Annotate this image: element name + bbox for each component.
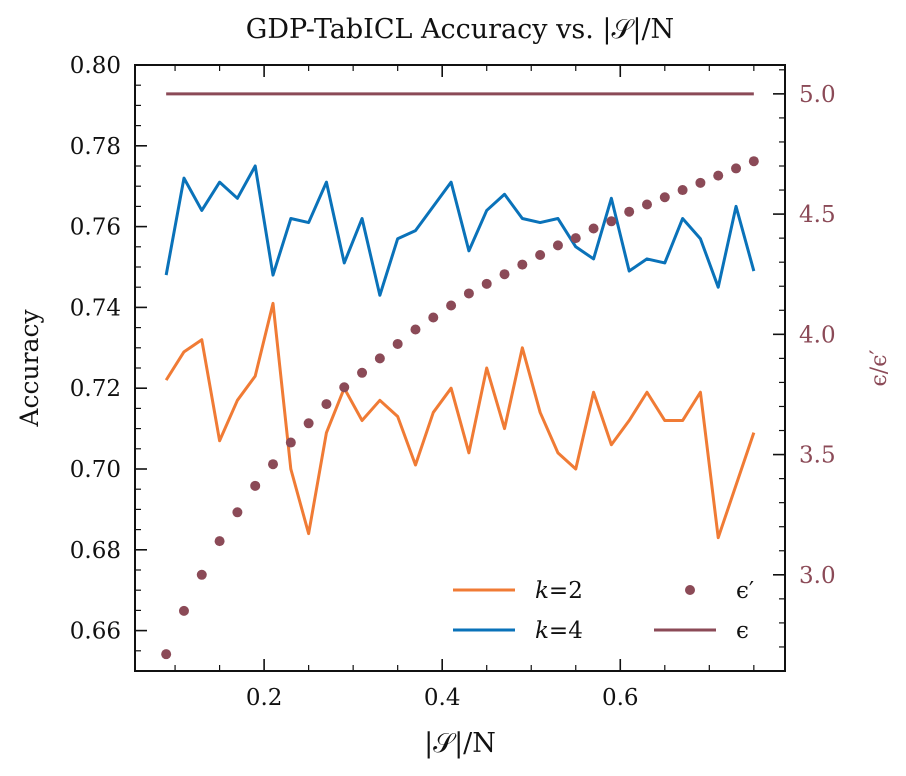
- legend-entry-k2: 𝑘=2: [453, 578, 583, 604]
- series-k4-line: [164, 164, 756, 297]
- legend-label: ϵ: [736, 618, 749, 644]
- legend-label: ϵ′: [736, 578, 754, 604]
- x-tick-label: 0.4: [424, 685, 461, 711]
- eps-prime-point: [517, 259, 528, 270]
- x-axis: 0.2 0.4 0.6: [174, 65, 755, 711]
- eps-prime-point: [250, 480, 261, 491]
- y-tick-label: 0.74: [70, 295, 121, 321]
- eps-prime-point: [624, 206, 635, 217]
- y2-tick-label: 5.0: [799, 82, 836, 108]
- eps-prime-point: [713, 170, 724, 181]
- eps-prime-point: [446, 300, 457, 311]
- eps-prime-point: [463, 288, 474, 299]
- eps-prime-point: [588, 223, 599, 234]
- eps-prime-point: [214, 536, 225, 547]
- x-tick-label: 0.6: [602, 685, 639, 711]
- series-eps-prime-points: [161, 156, 759, 660]
- eps-prime-point: [303, 418, 314, 429]
- eps-prime-point: [606, 216, 617, 227]
- eps-prime-point: [339, 382, 350, 393]
- legend: 𝑘=2 𝑘=4 ϵ′ ϵ: [453, 578, 754, 644]
- eps-prime-point: [481, 278, 492, 289]
- eps-prime-point: [161, 649, 172, 660]
- eps-prime-point: [428, 312, 439, 323]
- eps-prime-point: [357, 367, 368, 378]
- eps-prime-point: [731, 163, 742, 174]
- eps-prime-point: [285, 437, 296, 448]
- eps-prime-point: [392, 338, 403, 349]
- legend-entry-eps: ϵ: [654, 618, 749, 644]
- eps-prime-point: [570, 233, 581, 244]
- legend-entry-eps-prime: ϵ′: [685, 578, 754, 604]
- legend-entry-k4: 𝑘=4: [453, 618, 583, 644]
- eps-prime-point: [552, 240, 563, 251]
- chart-title: GDP-TabICL Accuracy vs. |𝒮|/N: [246, 14, 674, 45]
- series-k2-line: [164, 301, 756, 540]
- legend-label: 𝑘=2: [535, 578, 583, 604]
- y2-axis-label: ϵ/ϵ′: [867, 349, 892, 386]
- eps-prime-point: [641, 199, 652, 210]
- eps-prime-point: [410, 324, 421, 335]
- eps-prime-point: [499, 269, 510, 280]
- y-axis-right: 3.0 3.5 4.0 4.5 5.0: [773, 69, 836, 648]
- y-tick-label: 0.66: [70, 619, 121, 645]
- eps-prime-point: [268, 459, 279, 470]
- series-layer: [161, 92, 759, 660]
- eps-prime-point: [196, 569, 207, 580]
- plot-frame: [134, 64, 786, 672]
- y-axis-left: 0.66 0.68 0.70 0.72 0.74 0.76 0.78 0.80: [70, 53, 147, 652]
- y2-tick-label: 4.5: [799, 202, 836, 228]
- eps-prime-point: [695, 177, 706, 188]
- y2-tick-label: 3.0: [799, 563, 836, 589]
- x-axis-label: |𝒮|/N: [424, 728, 496, 759]
- y-tick-label: 0.72: [70, 376, 121, 402]
- eps-prime-point: [748, 156, 759, 167]
- y-tick-label: 0.68: [70, 538, 121, 564]
- y2-tick-label: 3.5: [799, 443, 836, 469]
- eps-prime-point: [321, 399, 332, 410]
- legend-label: 𝑘=4: [535, 618, 583, 644]
- y-tick-label: 0.80: [70, 53, 121, 79]
- y-tick-label: 0.76: [70, 215, 121, 241]
- x-tick-label: 0.2: [246, 685, 283, 711]
- eps-prime-point: [232, 507, 243, 518]
- y-tick-label: 0.70: [70, 457, 121, 483]
- eps-prime-point: [178, 605, 189, 616]
- eps-prime-point: [659, 192, 670, 203]
- legend-marker: [685, 585, 695, 595]
- eps-prime-point: [677, 185, 688, 196]
- eps-prime-point: [535, 249, 546, 260]
- eps-prime-point: [374, 353, 385, 364]
- y-tick-label: 0.78: [70, 134, 121, 160]
- y-axis-label: Accuracy: [15, 309, 44, 428]
- y2-tick-label: 4.0: [799, 322, 836, 348]
